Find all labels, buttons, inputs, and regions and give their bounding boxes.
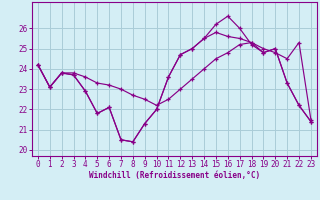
X-axis label: Windchill (Refroidissement éolien,°C): Windchill (Refroidissement éolien,°C)	[89, 171, 260, 180]
